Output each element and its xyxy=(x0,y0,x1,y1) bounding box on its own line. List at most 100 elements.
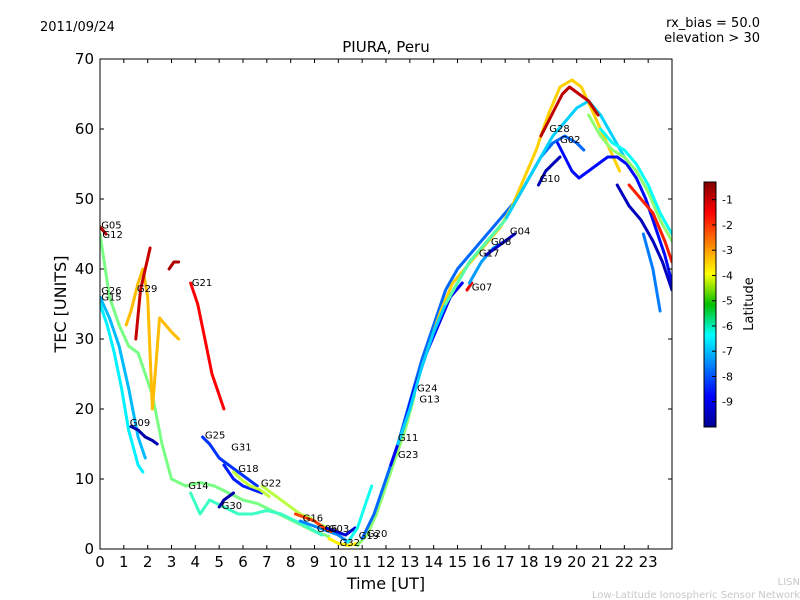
x-tick-label: 1 xyxy=(119,553,129,571)
series-line-g20 xyxy=(355,393,417,547)
x-tick-label: 8 xyxy=(286,553,296,571)
colorbar-tick-label: -3 xyxy=(722,244,733,257)
satellite-label: G04 xyxy=(510,227,530,238)
series-line-g07 xyxy=(465,281,474,292)
satellite-label: G17 xyxy=(479,248,499,259)
satellite-label: G30 xyxy=(222,501,242,512)
y-tick-label: 0 xyxy=(84,540,94,558)
series-line-g16 xyxy=(298,519,350,544)
x-tick-label: 2 xyxy=(143,553,153,571)
credit-lisn: LISN xyxy=(778,577,800,588)
series-line-g17 xyxy=(444,218,507,306)
satellite-label: G16 xyxy=(303,514,323,525)
colorbar-label: Latitude xyxy=(742,277,757,331)
satellite-label: G12 xyxy=(102,230,122,241)
y-tick-label: 20 xyxy=(75,400,94,418)
series-line-g32 xyxy=(327,537,359,547)
series-line-g02 xyxy=(556,141,672,285)
x-tick-label: 7 xyxy=(262,553,272,571)
x-tick-label: 23 xyxy=(639,553,658,571)
series-line-g09 xyxy=(129,425,159,446)
y-tick-label: 30 xyxy=(75,330,94,348)
x-tick-label: 16 xyxy=(472,553,491,571)
x-tick-label: 10 xyxy=(329,553,348,571)
colorbar-tick-label: -8 xyxy=(722,370,733,383)
x-tick-label: 0 xyxy=(95,553,105,571)
series-line-unlabeled xyxy=(587,113,672,243)
series-line-g10 xyxy=(537,155,562,187)
series-line-g15 xyxy=(100,302,145,474)
colorbar-tick-label: -7 xyxy=(722,345,733,358)
satellite-label: G07 xyxy=(472,283,492,294)
satellite-label: G09 xyxy=(130,418,150,429)
rx-bias-label: rx_bias = 50.0 xyxy=(666,16,760,31)
series-line-g13 xyxy=(396,99,626,446)
satellite-label: G08 xyxy=(491,237,511,248)
satellite-label: G13 xyxy=(419,395,439,406)
x-tick-label: 19 xyxy=(543,553,562,571)
series-line-g30 xyxy=(217,491,235,509)
series-line-g28 xyxy=(134,246,152,341)
colorbar-tick-label: -1 xyxy=(722,194,733,207)
series-line-g04 xyxy=(484,232,517,257)
x-tick-label: 20 xyxy=(567,553,586,571)
series-line-g03 xyxy=(324,526,357,537)
series-line-g14 xyxy=(189,491,324,537)
colorbar-tick-label: -9 xyxy=(722,396,733,409)
y-tick-label: 60 xyxy=(75,120,94,138)
satellite-label: G31 xyxy=(231,442,251,453)
series-line-unlabeled xyxy=(615,183,672,292)
satellite-label: G14 xyxy=(188,481,208,492)
satellite-label: G18 xyxy=(238,464,258,475)
elevation-label: elevation > 30 xyxy=(664,31,760,46)
satellite-label: G21 xyxy=(192,278,212,289)
colorbar-tick-label: -2 xyxy=(722,219,733,232)
satellite-label: G23 xyxy=(398,450,418,461)
satellite-label: G15 xyxy=(101,293,121,304)
x-tick-label: 3 xyxy=(167,553,177,571)
series-line-g21 xyxy=(167,260,181,271)
satellite-label: G25 xyxy=(205,430,225,441)
satellite-label: G11 xyxy=(398,433,418,444)
x-axis-label: Time [UT] xyxy=(346,574,425,593)
series-line-g21 xyxy=(189,281,226,411)
y-tick-label: 40 xyxy=(75,260,94,278)
satellite-label: G03 xyxy=(329,524,349,535)
y-tick-label: 10 xyxy=(75,470,94,488)
satellite-label: G02 xyxy=(560,135,580,146)
satellite-label: G29 xyxy=(137,284,157,295)
x-tick-label: 13 xyxy=(400,553,419,571)
x-tick-label: 17 xyxy=(496,553,515,571)
series-line-g05 xyxy=(100,225,108,236)
satellite-label: G28 xyxy=(549,124,569,135)
satellite-label: G20 xyxy=(367,529,387,540)
satellite-label: G32 xyxy=(340,538,360,549)
satellite-label: G10 xyxy=(540,174,560,185)
x-tick-label: 14 xyxy=(424,553,443,571)
x-tick-label: 15 xyxy=(448,553,467,571)
date-label: 2011/09/24 xyxy=(40,20,115,35)
satellite-label: G26 xyxy=(101,286,121,297)
colorbar-tick-label: -5 xyxy=(722,295,733,308)
series-line-g18 xyxy=(232,470,271,498)
satellite-label: G06 xyxy=(317,524,337,535)
x-tick-label: 4 xyxy=(191,553,201,571)
x-tick-label: 11 xyxy=(353,553,372,571)
colorbar-tick-label: -6 xyxy=(722,320,733,333)
y-tick-label: 50 xyxy=(75,190,94,208)
series-line-g29 xyxy=(124,267,181,411)
series-line-g26 xyxy=(100,295,147,460)
series-line-g11 xyxy=(360,134,586,540)
y-axis: 0 10 20 30 40 50 60 70 xyxy=(75,50,672,558)
series-line-g25 xyxy=(201,435,259,488)
satellite-label: G05 xyxy=(101,220,121,231)
chart-title: PIURA, Peru xyxy=(342,38,429,56)
series-line-g28 xyxy=(539,85,600,138)
series-line-g31 xyxy=(222,463,264,495)
colorbar xyxy=(703,181,717,428)
x-tick-label: 6 xyxy=(238,553,248,571)
x-tick-label: 21 xyxy=(591,553,610,571)
satellite-label: G24 xyxy=(417,384,437,395)
x-tick-label: 9 xyxy=(310,553,320,571)
